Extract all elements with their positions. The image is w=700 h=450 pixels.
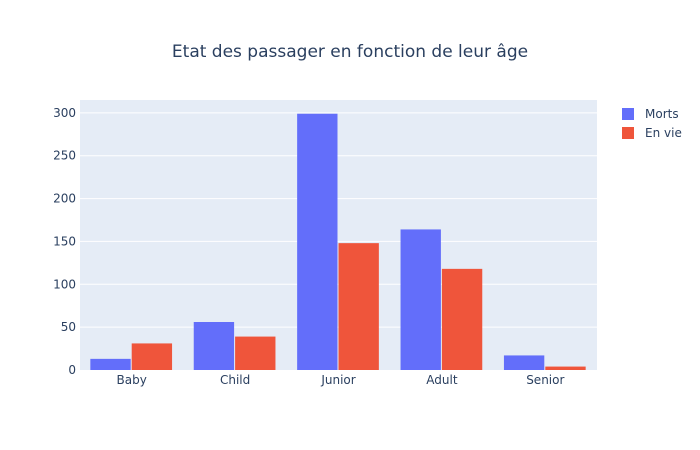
- y-tick-label: 250: [53, 149, 76, 163]
- bars: [90, 113, 586, 370]
- legend-swatch[interactable]: [622, 108, 634, 120]
- y-tick-label: 100: [53, 277, 76, 291]
- legend-swatch[interactable]: [622, 127, 634, 139]
- y-tick-label: 200: [53, 192, 76, 206]
- bar[interactable]: [90, 358, 131, 370]
- y-tick-label: 150: [53, 234, 76, 248]
- bar[interactable]: [441, 268, 483, 370]
- bar[interactable]: [235, 336, 276, 370]
- bar[interactable]: [193, 322, 235, 370]
- x-tick-label: Junior: [320, 373, 355, 387]
- bar[interactable]: [545, 366, 586, 370]
- x-tick-label: Adult: [426, 373, 458, 387]
- y-axis: 0 50 100 150 200 250 300: [53, 106, 76, 377]
- x-axis: Baby Child Junior Adult Senior: [117, 373, 565, 387]
- x-tick-label: Child: [220, 373, 250, 387]
- bar[interactable]: [131, 343, 173, 370]
- y-tick-label: 0: [68, 363, 76, 377]
- x-tick-label: Senior: [526, 373, 564, 387]
- x-tick-label: Baby: [117, 373, 147, 387]
- y-tick-label: 300: [53, 106, 76, 120]
- bar[interactable]: [297, 113, 338, 370]
- legend[interactable]: Morts En vie: [622, 107, 682, 140]
- bar[interactable]: [503, 355, 545, 370]
- y-tick-label: 50: [61, 320, 76, 334]
- bar[interactable]: [400, 229, 441, 370]
- legend-label[interactable]: En vie: [645, 126, 682, 140]
- bar[interactable]: [338, 243, 379, 370]
- legend-label[interactable]: Morts: [645, 107, 679, 121]
- chart-title: Etat des passager en fonction de leur âg…: [172, 42, 528, 62]
